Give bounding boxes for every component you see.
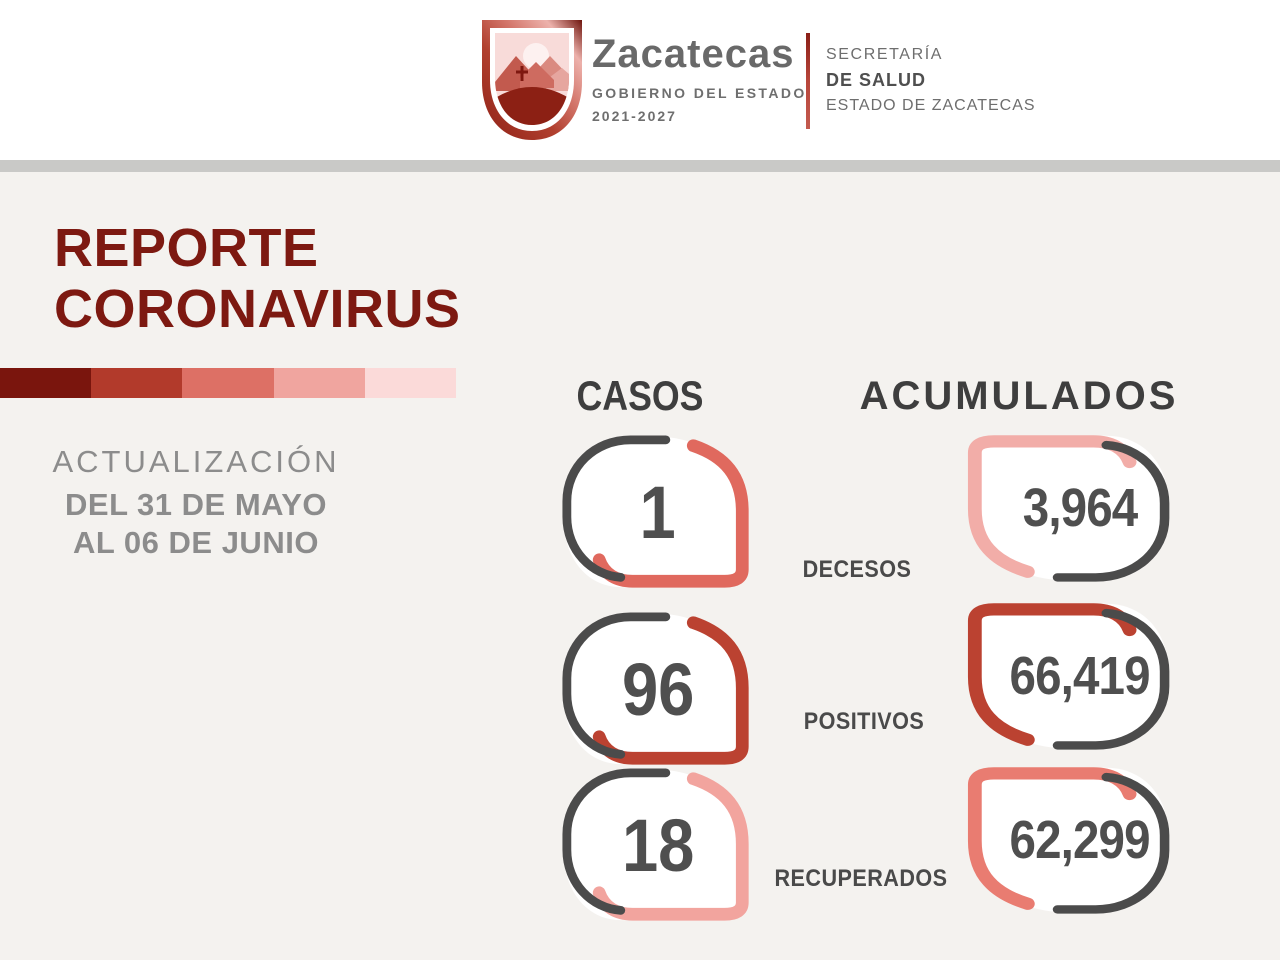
- update-period-from: DEL 31 DE MAYO: [65, 487, 327, 522]
- badge-cases-recuperados: [562, 768, 749, 921]
- palette-segment-2: [91, 368, 183, 398]
- palette-segment-5: [364, 368, 457, 398]
- brand-block: Zacatecas GOBIERNO DEL ESTADO 2021-2027: [592, 32, 807, 124]
- zacatecas-shield-icon: [482, 20, 582, 140]
- update-period-title: ACTUALIZACIÓN: [52, 444, 340, 479]
- brand-term-line: 2021-2027: [592, 108, 677, 124]
- brand-government-line: GOBIERNO DEL ESTADO: [592, 85, 807, 101]
- badge-accumulated-decesos: [967, 435, 1170, 582]
- secretariat-line-3: ESTADO DE ZACATECAS: [826, 97, 1036, 114]
- badge-white-blob: [979, 603, 1168, 749]
- badge-white-blob: [563, 436, 739, 588]
- badge-accumulated-recuperados: [967, 767, 1170, 914]
- badge-cases-positivos: [562, 612, 749, 765]
- separator-band: [0, 160, 1280, 172]
- value-accumulated-positivos: 66,419: [1009, 646, 1151, 706]
- badge-white-blob: [563, 769, 739, 921]
- value-cases-positivos: 96: [621, 647, 695, 731]
- header-bar: [0, 0, 1280, 160]
- palette-segment-4: [273, 368, 365, 398]
- shield-scene: [495, 33, 569, 125]
- brand-state-name: Zacatecas: [592, 32, 795, 76]
- row-label-positivos: POSITIVOS: [803, 708, 925, 735]
- badge-dark-arc: [562, 435, 671, 582]
- badge-dark-arc: [562, 768, 671, 915]
- secretariat-line-2: DE SALUD: [826, 70, 927, 90]
- update-period-block: ACTUALIZACIÓN DEL 31 DE MAYO AL 06 DE JU…: [36, 444, 356, 562]
- page-title-line-1: REPORTE: [54, 218, 319, 278]
- value-accumulated-decesos: 3,964: [1022, 478, 1138, 538]
- palette-bar: [0, 368, 457, 398]
- update-period-to: AL 06 DE JUNIO: [73, 525, 319, 560]
- value-cases-recuperados: 18: [621, 803, 695, 887]
- header-divider-line: [806, 33, 810, 129]
- badge-white-blob: [979, 767, 1168, 913]
- palette-segment-3: [182, 368, 274, 398]
- page-title-line-2: CORONAVIRUS: [54, 279, 461, 339]
- palette-segment-1: [0, 368, 92, 398]
- badge-dark-arc: [1052, 772, 1170, 914]
- badge-dark-arc: [1052, 608, 1170, 750]
- badge-white-blob: [563, 613, 739, 765]
- secretariat-line-1: SECRETARÍA: [826, 46, 944, 63]
- row-label-recuperados: RECUPERADOS: [774, 865, 948, 892]
- badge-dark-arc: [1052, 440, 1170, 582]
- badge-white-blob: [979, 435, 1168, 581]
- badge-cases-decesos: [562, 435, 749, 588]
- column-header-accumulated: ACUMULADOS: [859, 374, 1179, 418]
- row-label-decesos: DECESOS: [802, 556, 912, 583]
- value-cases-decesos: 1: [639, 470, 677, 554]
- page-title: REPORTE CORONAVIRUS: [54, 218, 461, 340]
- badge-dark-arc: [562, 612, 671, 759]
- badge-accumulated-positivos: [967, 603, 1170, 750]
- secretariat-block: SECRETARÍA DE SALUD ESTADO DE ZACATECAS: [826, 46, 1036, 115]
- value-accumulated-recuperados: 62,299: [1009, 810, 1151, 870]
- column-header-cases: CASOS: [576, 372, 704, 419]
